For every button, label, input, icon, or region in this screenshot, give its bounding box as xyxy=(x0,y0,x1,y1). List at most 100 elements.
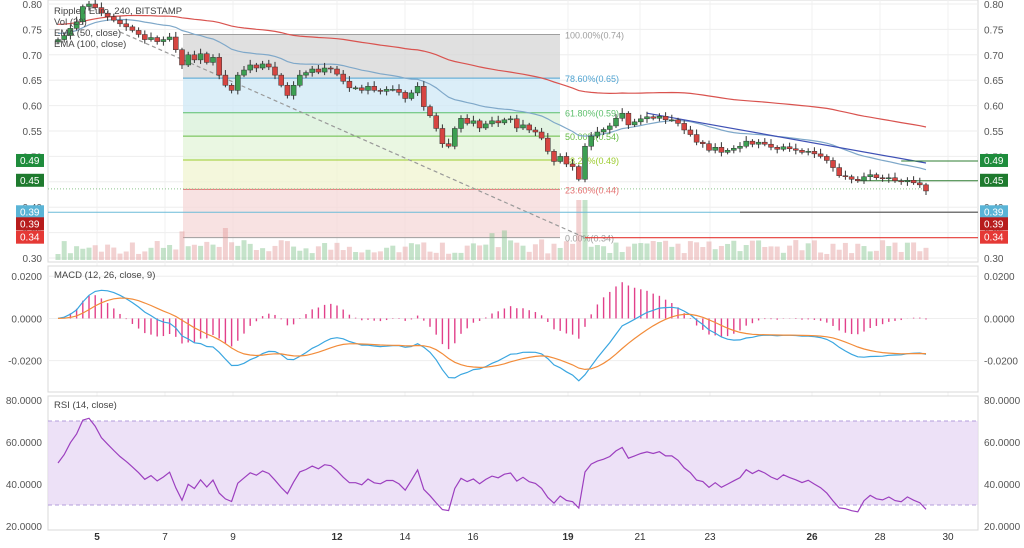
candle-body xyxy=(216,57,222,76)
volume-bar xyxy=(780,252,786,260)
candle-body xyxy=(421,86,427,107)
volume-bar xyxy=(545,253,551,260)
price-tick-label-right: 0.75 xyxy=(984,25,1004,36)
volume-bar xyxy=(315,246,321,260)
volume-bar xyxy=(291,246,297,260)
candle-body xyxy=(340,73,346,82)
volume-bar xyxy=(849,253,855,260)
candle-body xyxy=(811,151,818,155)
fib-zone xyxy=(183,78,560,113)
candle-body xyxy=(123,23,129,28)
x-tick-label: 9 xyxy=(230,532,236,543)
candle-body xyxy=(755,141,762,145)
rsi-tick-label-left: 20.0000 xyxy=(6,522,43,533)
candle-body xyxy=(452,128,458,147)
candle-body xyxy=(644,116,650,120)
candle-body xyxy=(483,123,489,129)
candle-body xyxy=(241,69,247,76)
volume-bar xyxy=(173,249,179,260)
price-badge-right-label: 0.39 xyxy=(984,219,1004,230)
candle-body xyxy=(712,147,718,151)
x-tick-label: 28 xyxy=(874,532,886,543)
volume-bar xyxy=(712,249,718,260)
candle-body xyxy=(532,129,539,133)
price-tick-label-left: 0.55 xyxy=(23,127,43,138)
candle-body xyxy=(67,28,74,36)
candle-body xyxy=(458,118,464,129)
volume-bar xyxy=(98,251,104,260)
volume-bar xyxy=(309,253,315,260)
rsi-tick-label-right: 40.0000 xyxy=(984,480,1021,491)
candle-body xyxy=(830,160,836,168)
candle-body xyxy=(805,151,811,153)
price-tick-label-left: 0.70 xyxy=(23,51,43,62)
candle-body xyxy=(328,67,334,70)
rsi-panel: 80.0000 80.0000 60.0000 60.0000 40.0000 40.00… xyxy=(6,395,1021,533)
candle-body xyxy=(848,176,855,180)
price-tick-label-left: 0.80 xyxy=(23,0,43,11)
volume-bar xyxy=(700,247,706,260)
volume-bar xyxy=(855,243,861,260)
candle-body xyxy=(303,72,309,76)
volume-bar xyxy=(346,246,352,260)
candle-body xyxy=(439,128,446,144)
volume-bar xyxy=(390,245,396,260)
price-badge-right-label: 0.39 xyxy=(984,207,1004,218)
volume-bar xyxy=(495,247,501,260)
candle-body xyxy=(135,30,142,35)
macd-tick-label-left: 0.0000 xyxy=(11,314,42,325)
x-tick-label: 12 xyxy=(331,532,343,543)
candle-body xyxy=(836,167,842,176)
volume-bar xyxy=(191,244,197,260)
fib-level-label: 38.20%(0.49) xyxy=(565,156,619,166)
candle-body xyxy=(817,153,824,157)
volume-bar xyxy=(539,239,545,260)
candle-body xyxy=(824,156,830,161)
price-badge-left-label: 0.49 xyxy=(20,156,40,167)
x-tick-label: 30 xyxy=(942,532,954,543)
candle-body xyxy=(910,180,917,184)
x-tick-label: 21 xyxy=(634,532,646,543)
volume-bar xyxy=(322,243,328,260)
candle-body xyxy=(185,54,191,66)
candle-body xyxy=(160,39,167,42)
volume-bar xyxy=(253,250,259,260)
volume-bar xyxy=(805,243,811,260)
fib-level-label: 100.00%(0.74) xyxy=(565,30,624,40)
candle-body xyxy=(569,163,576,167)
candle-body xyxy=(582,145,588,180)
price-tick-label-right: 0.60 xyxy=(984,102,1004,113)
macd-tick-label-left: 0.0200 xyxy=(11,272,42,283)
candle-body xyxy=(427,106,433,117)
rsi-tick-label-left: 80.0000 xyxy=(6,396,43,407)
volume-bar xyxy=(694,242,700,260)
candle-body xyxy=(526,124,532,131)
volume-bar xyxy=(353,252,359,260)
volume-bar xyxy=(427,251,433,260)
candle-body xyxy=(402,92,408,99)
rsi-band xyxy=(48,421,978,505)
volume-bar xyxy=(632,243,638,260)
rsi-legend: RSI (14, close) xyxy=(54,400,117,411)
volume-bar xyxy=(830,243,836,260)
volume-bar xyxy=(638,243,644,260)
candle-body xyxy=(142,34,148,40)
volume-bar xyxy=(718,245,724,260)
price-badge-left-bg xyxy=(16,173,44,187)
candle-body xyxy=(204,53,210,63)
candle-body xyxy=(576,166,582,180)
candle-body xyxy=(266,63,272,68)
volume-bar xyxy=(731,240,737,260)
candle-body xyxy=(780,146,787,150)
volume-bar xyxy=(154,241,160,260)
volume-bar xyxy=(756,240,762,260)
candle-body xyxy=(166,36,173,40)
rsi-tick-label-left: 60.0000 xyxy=(6,438,43,449)
volume-bar xyxy=(105,244,111,260)
candle-body xyxy=(55,39,61,43)
candle-body xyxy=(408,92,415,99)
candle-body xyxy=(297,74,303,86)
candle-body xyxy=(284,85,291,96)
price-tick-label-left: 0.65 xyxy=(23,76,43,87)
price-badge-right-label: 0.34 xyxy=(984,233,1004,244)
